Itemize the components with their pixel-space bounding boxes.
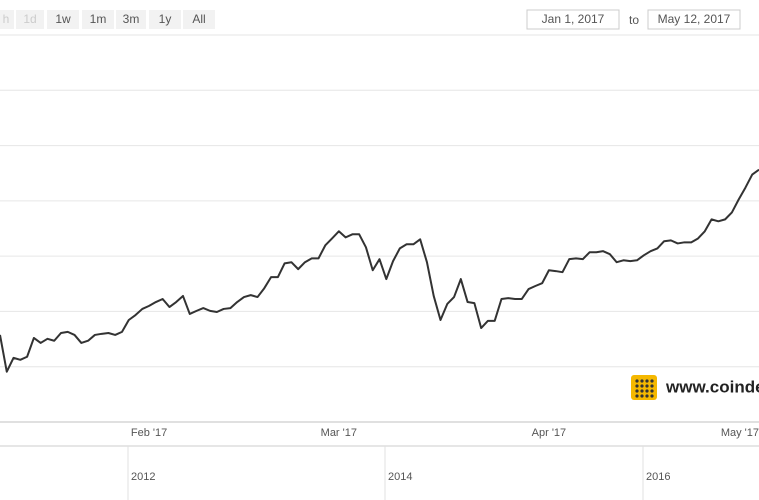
date-input[interactable] — [526, 9, 620, 30]
logo-dots — [635, 379, 654, 398]
x-tick-label: Mar '17 — [321, 427, 357, 439]
date-to[interactable]: May 12, 2017 — [658, 12, 731, 26]
watermark: www.coinde — [665, 377, 759, 396]
range-button[interactable] — [82, 10, 114, 29]
price-line — [0, 168, 759, 373]
x-tick-label: May '17 — [721, 427, 759, 439]
range-button-label[interactable]: 1m — [90, 12, 107, 26]
date-input[interactable] — [647, 9, 741, 30]
navigator-label: 2014 — [388, 471, 412, 483]
range-button-label[interactable]: 1y — [159, 12, 172, 26]
range-button — [16, 10, 44, 29]
range-button-label[interactable]: h — [3, 12, 10, 26]
range-button[interactable] — [183, 10, 215, 29]
date-from[interactable]: Jan 1, 2017 — [542, 12, 605, 26]
x-tick-label: Feb '17 — [131, 427, 167, 439]
range-button-label[interactable]: All — [192, 12, 205, 26]
range-button-label[interactable]: 3m — [123, 12, 140, 26]
range-button[interactable] — [116, 10, 146, 29]
range-button-label[interactable]: 1w — [55, 12, 71, 26]
navigator-label: 2012 — [131, 471, 155, 483]
to-label: to — [629, 13, 639, 27]
range-button[interactable] — [149, 10, 181, 29]
range-button[interactable] — [47, 10, 79, 29]
range-button[interactable] — [0, 10, 14, 29]
range-button-label: 1d — [23, 12, 36, 26]
x-tick-label: Apr '17 — [532, 427, 567, 439]
navigator-label: 2016 — [646, 471, 670, 483]
